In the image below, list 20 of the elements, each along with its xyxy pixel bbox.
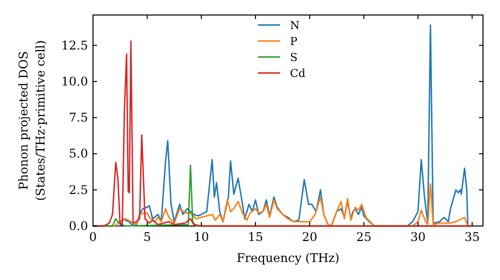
y-tick-label: 12.5 xyxy=(61,38,88,52)
x-tick-label: 30 xyxy=(410,230,426,244)
y-tick-label: 0.0 xyxy=(68,219,88,233)
x-tick-label: 15 xyxy=(248,230,264,244)
y-axis-title: Phonon projected DOS (States/THz·primitive cell) xyxy=(16,40,48,201)
x-axis-title: Frequency (THz) xyxy=(236,251,340,265)
x-tick-label: 25 xyxy=(356,230,372,244)
x-tick-label: 10 xyxy=(194,230,209,244)
legend-label: Cd xyxy=(290,67,306,80)
y-tick-label: 7.5 xyxy=(68,110,88,125)
legend-label: N xyxy=(290,19,300,32)
x-tick-label: 5 xyxy=(143,230,151,244)
legend-label: P xyxy=(290,35,298,48)
y-tick-label: 2.5 xyxy=(68,182,88,197)
y-tick-label: 5.0 xyxy=(68,146,88,161)
x-tick-label: 35 xyxy=(464,230,480,244)
y-tick-label: 10.0 xyxy=(61,74,88,88)
x-tick-label: 20 xyxy=(302,230,318,244)
x-tick-label: 0 xyxy=(89,230,97,244)
legend-label: S xyxy=(290,51,298,64)
